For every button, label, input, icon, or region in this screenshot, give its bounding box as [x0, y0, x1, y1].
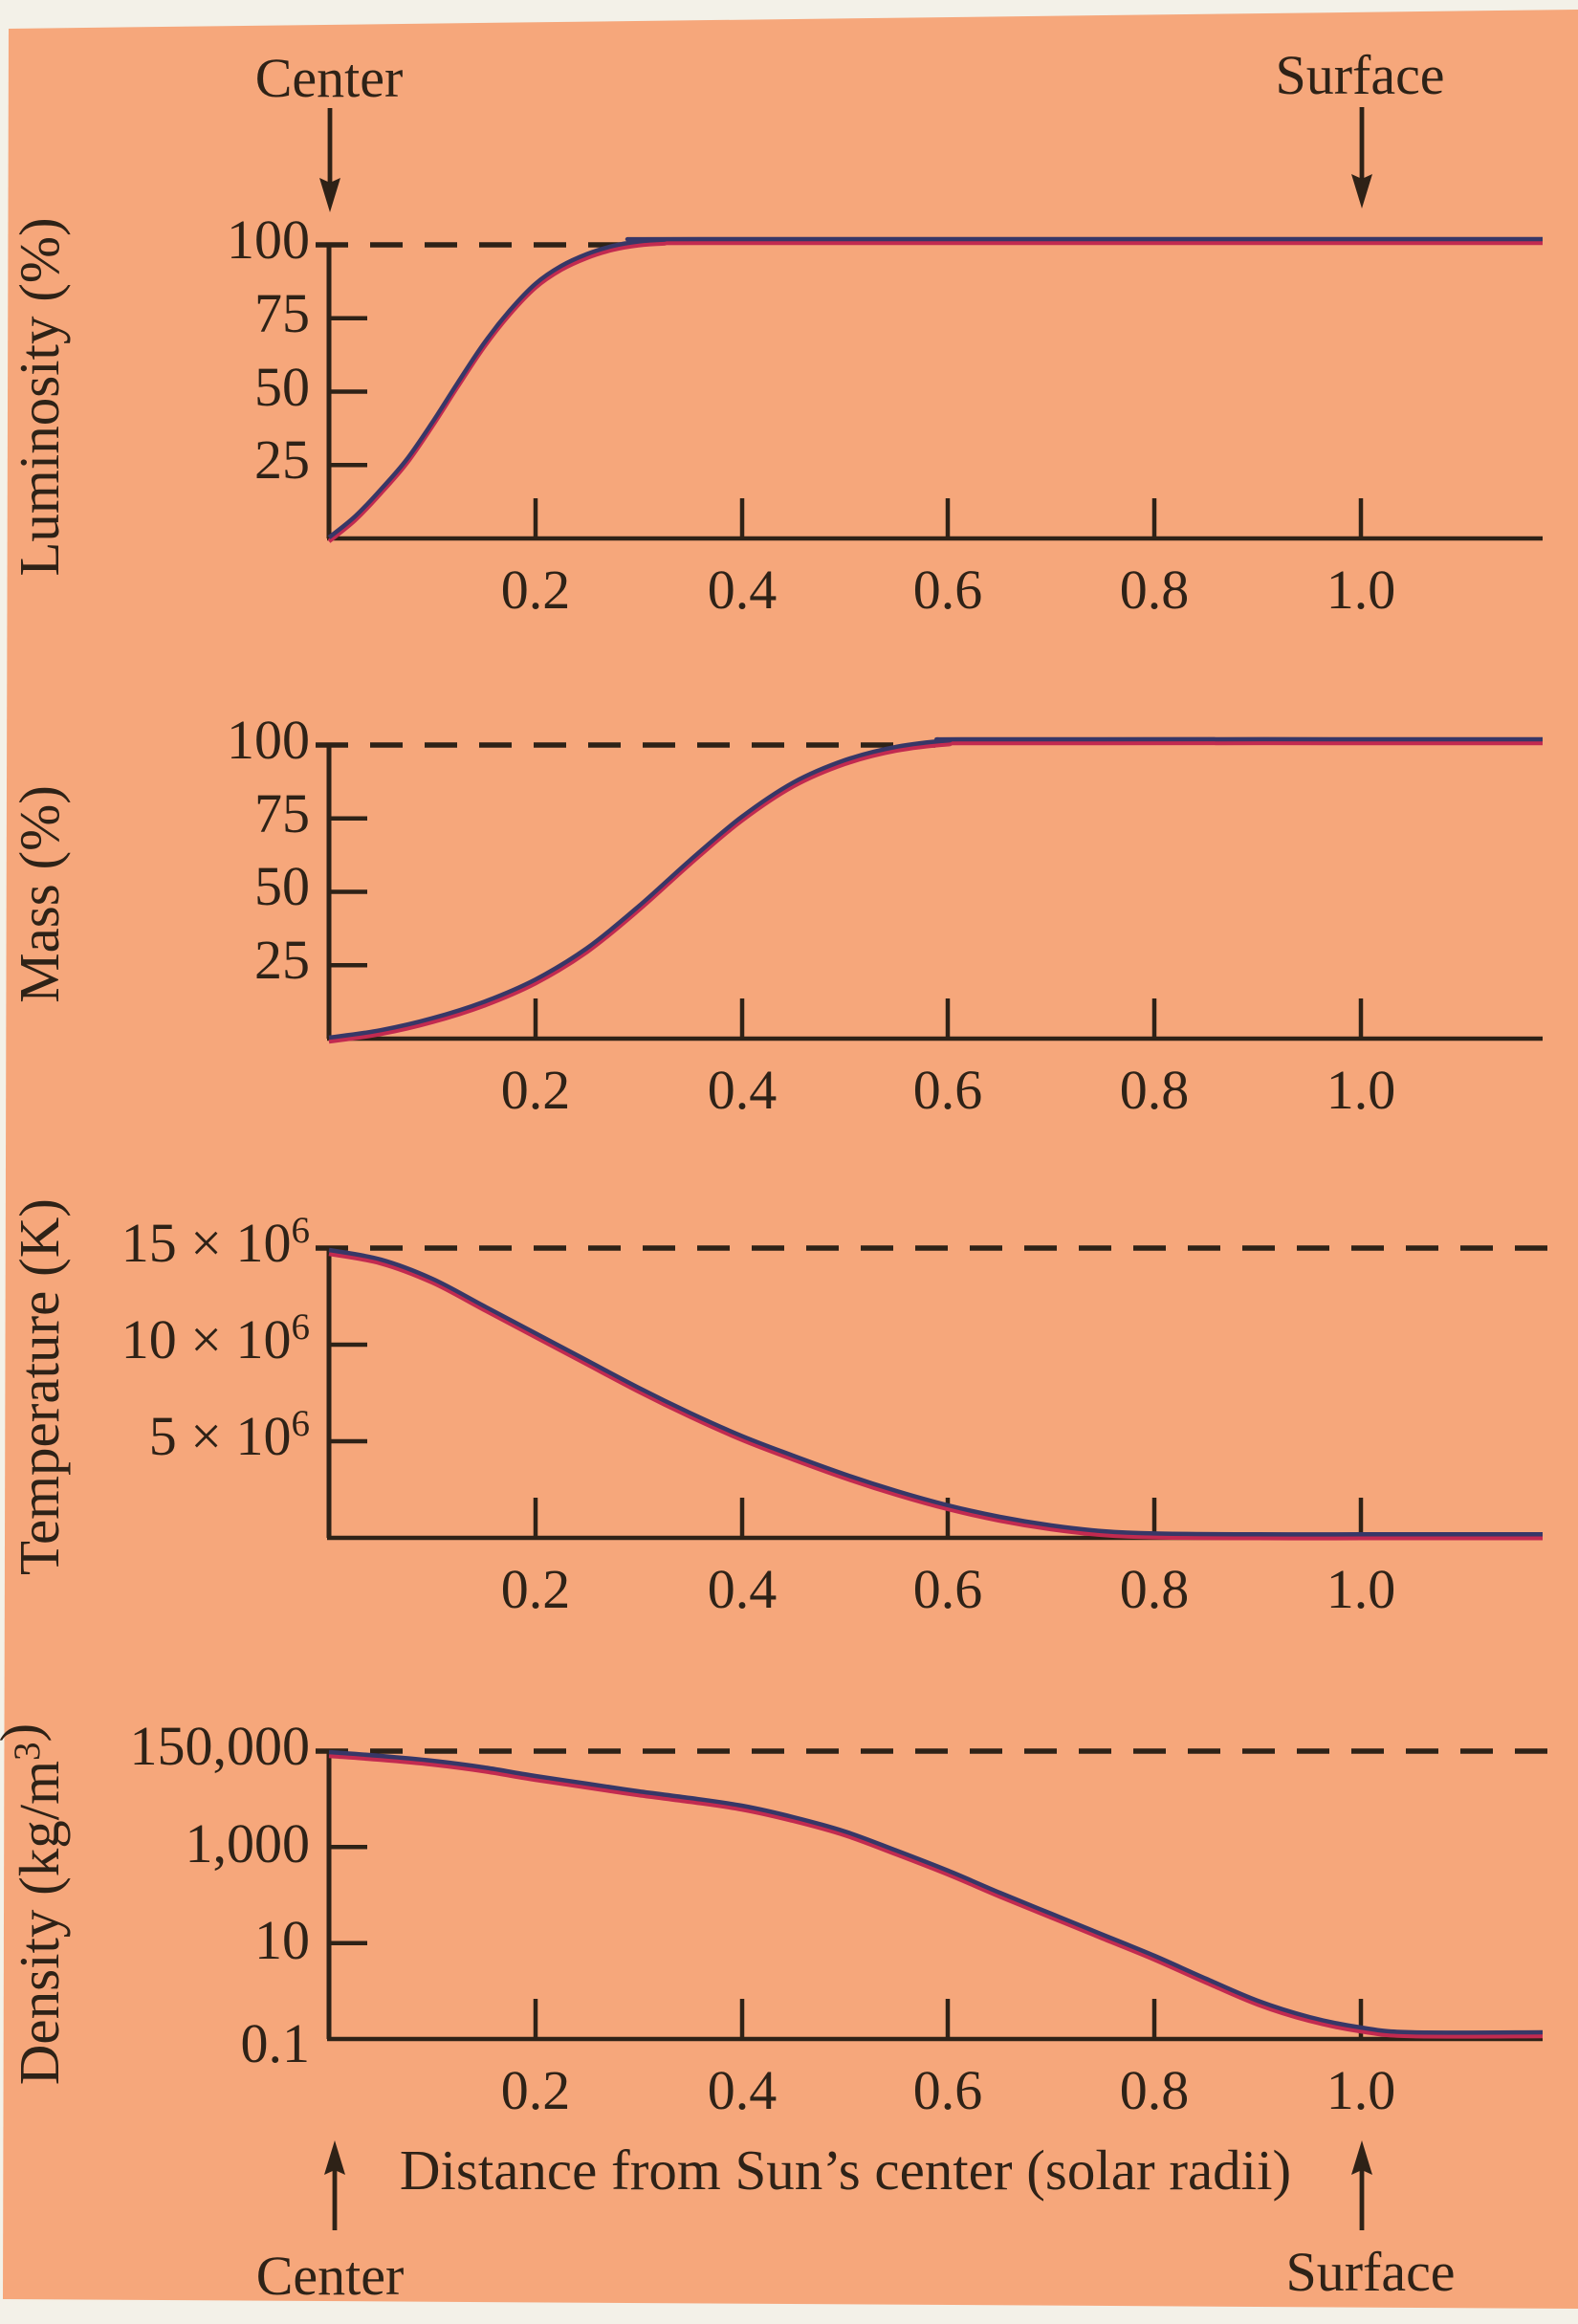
svg-text:5 × 106: 5 × 106 [149, 1403, 310, 1467]
svg-text:0.4: 0.4 [708, 559, 778, 621]
svg-text:Temperature (K): Temperature (K) [8, 1198, 71, 1575]
svg-text:Luminosity (%): Luminosity (%) [8, 217, 71, 576]
svg-text:50: 50 [254, 855, 310, 917]
svg-text:Surface: Surface [1285, 2241, 1455, 2303]
svg-text:Distance from Sun’s center (so: Distance from Sun’s center (solar radii) [400, 2138, 1291, 2202]
svg-text:1.0: 1.0 [1326, 559, 1396, 621]
svg-text:0.8: 0.8 [1120, 1558, 1190, 1620]
svg-text:Density (kg/m3): Density (kg/m3) [0, 1723, 71, 2085]
svg-text:0.2: 0.2 [501, 2059, 571, 2121]
svg-text:10 × 106: 10 × 106 [121, 1306, 310, 1370]
svg-text:0.8: 0.8 [1120, 559, 1190, 621]
svg-text:75: 75 [254, 282, 310, 344]
svg-text:10: 10 [254, 1909, 310, 1971]
svg-text:0.4: 0.4 [708, 2059, 778, 2121]
svg-text:Mass (%): Mass (%) [8, 785, 71, 1003]
svg-text:0.6: 0.6 [913, 559, 983, 621]
svg-text:0.2: 0.2 [501, 559, 571, 621]
svg-text:Surface: Surface [1275, 44, 1444, 106]
svg-text:100: 100 [227, 709, 310, 771]
svg-text:Center: Center [255, 47, 404, 109]
svg-text:25: 25 [254, 428, 310, 491]
svg-text:1,000: 1,000 [186, 1812, 311, 1875]
svg-text:150,000: 150,000 [130, 1715, 311, 1777]
svg-text:0.8: 0.8 [1120, 2059, 1190, 2121]
svg-text:0.2: 0.2 [501, 1558, 571, 1620]
svg-text:15 × 106: 15 × 106 [121, 1210, 310, 1274]
svg-text:0.2: 0.2 [501, 1059, 571, 1121]
svg-text:0.6: 0.6 [913, 1558, 983, 1620]
svg-text:50: 50 [254, 356, 310, 418]
svg-text:1.0: 1.0 [1326, 1558, 1396, 1620]
svg-text:100: 100 [227, 208, 310, 271]
svg-text:75: 75 [254, 782, 310, 844]
svg-text:0.8: 0.8 [1120, 1059, 1190, 1121]
svg-text:0.6: 0.6 [913, 1059, 983, 1121]
svg-text:1.0: 1.0 [1326, 1059, 1396, 1121]
svg-text:0.4: 0.4 [708, 1558, 778, 1620]
svg-text:25: 25 [254, 929, 310, 991]
svg-text:0.6: 0.6 [913, 2059, 983, 2121]
svg-text:1.0: 1.0 [1326, 2059, 1396, 2121]
svg-text:Center: Center [256, 2245, 405, 2307]
svg-text:0.4: 0.4 [708, 1059, 778, 1121]
svg-text:0.1: 0.1 [241, 2012, 311, 2074]
